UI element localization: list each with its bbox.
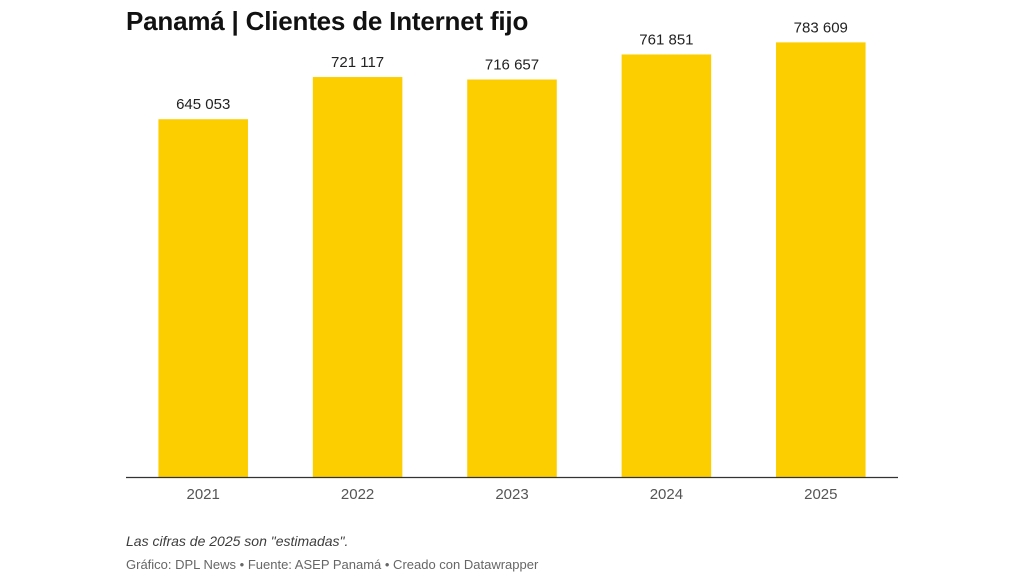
bar-2021 bbox=[158, 119, 248, 477]
chart-credits: Gráfico: DPL News • Fuente: ASEP Panamá … bbox=[126, 557, 539, 572]
x-tick-label-2023: 2023 bbox=[495, 486, 528, 503]
bar-2025 bbox=[776, 42, 866, 478]
bar-2022 bbox=[312, 77, 403, 477]
bar-2023 bbox=[467, 79, 557, 477]
bar-chart: 645 053 2021 721 117 2022 716 657 2023 761 851… bbox=[126, 19, 898, 503]
x-tick-label-2021: 2021 bbox=[187, 486, 220, 503]
value-label-2024: 761 851 bbox=[639, 31, 693, 48]
value-label-2023: 716 657 bbox=[485, 57, 539, 74]
x-tick-label-2025: 2025 bbox=[804, 486, 837, 503]
chart-title: Panamá | Clientes de Internet fijo bbox=[126, 6, 529, 36]
value-label-2021: 645 053 bbox=[176, 96, 230, 113]
value-label-2025: 783 609 bbox=[794, 19, 848, 36]
chart-note: Las cifras de 2025 son "estimadas". bbox=[126, 533, 349, 549]
value-label-2022: 721 117 bbox=[331, 54, 384, 71]
x-tick-label-2024: 2024 bbox=[650, 486, 683, 503]
bar-2024 bbox=[621, 54, 712, 477]
x-tick-label-2022: 2022 bbox=[341, 486, 374, 503]
